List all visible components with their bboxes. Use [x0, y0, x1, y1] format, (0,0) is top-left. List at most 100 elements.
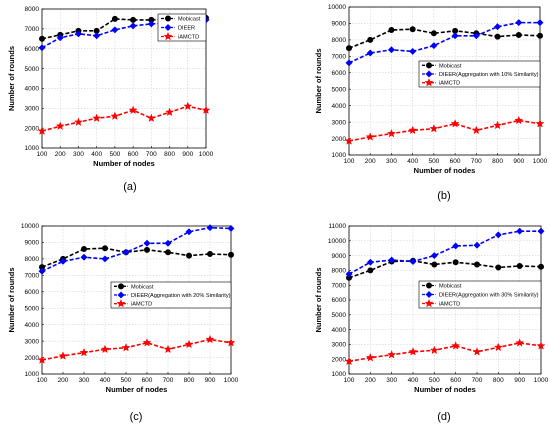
y-tick-label: 3000: [332, 342, 347, 349]
y-tick-label: 9000: [332, 253, 347, 260]
data-point: [74, 30, 82, 38]
x-axis-title: Number of nodes: [106, 385, 168, 394]
y-tick-label: 5000: [332, 86, 347, 93]
legend-marker: [425, 70, 433, 78]
x-tick-label: 300: [79, 377, 90, 384]
legend-entry: Mobicast: [439, 284, 462, 290]
legend-marker: [424, 298, 434, 308]
legend-entry: iAMCTD: [439, 81, 460, 87]
panel-caption: (c): [130, 411, 143, 423]
y-tick-label: 10000: [328, 4, 346, 11]
legend: Mobicast DIEER(Aggregation with 20% Simil…: [110, 281, 232, 309]
data-point: [494, 231, 502, 239]
data-point: [205, 334, 215, 344]
data-point: [493, 120, 503, 130]
data-point: [366, 49, 374, 57]
x-tick-label: 800: [184, 377, 195, 384]
legend-marker: [424, 77, 434, 87]
plot-frame: [41, 8, 207, 149]
x-axis-title: Number of nodes: [414, 385, 476, 394]
x-tick-label: 900: [182, 151, 193, 158]
data-point: [451, 341, 461, 350]
data-point: [101, 255, 109, 263]
data-point: [55, 121, 65, 130]
legend-marker: [165, 15, 171, 22]
data-point: [128, 105, 138, 115]
legend-entry: DIEER: [178, 26, 195, 32]
y-tick-label: 8000: [332, 268, 347, 275]
data-point: [92, 113, 102, 123]
y-tick-label: 1000: [25, 145, 40, 152]
y-tick-label: 2000: [332, 356, 347, 363]
data-point: [409, 26, 416, 33]
y-axis-title: Number of rounds: [314, 268, 323, 333]
data-point: [165, 107, 175, 117]
data-point: [515, 31, 522, 38]
data-point: [365, 132, 375, 141]
legend-marker: [426, 62, 432, 69]
series-line: [348, 230, 541, 275]
data-point: [38, 267, 46, 275]
series-line: [348, 342, 542, 363]
legend-entry: Mobicast: [178, 17, 201, 23]
legend-box: [418, 280, 542, 309]
legend-entry: iAMCTD: [439, 302, 460, 308]
x-tick-label: 300: [73, 151, 84, 158]
data-point: [143, 239, 151, 247]
x-tick-label: 1000: [534, 377, 549, 384]
x-tick-label: 200: [58, 377, 69, 384]
legend: Mobicast DIEER(Aggregation with 30% Simil…: [418, 280, 542, 309]
x-tick-label: 500: [121, 377, 132, 384]
data-point: [122, 248, 130, 256]
data-point: [452, 259, 459, 266]
legend-marker: [117, 291, 125, 299]
data-point: [408, 347, 418, 356]
data-point: [409, 257, 417, 266]
y-tick-label: 6000: [332, 297, 347, 304]
data-point: [344, 136, 354, 145]
y-tick-label: 5000: [25, 66, 40, 73]
chart-panel-4: 100 200 300 400 500 600 700 800 900 1000 1000 2000 3…: [314, 223, 549, 423]
series-star: [37, 101, 211, 135]
y-tick-label: 3000: [332, 119, 347, 126]
data-point: [430, 42, 438, 50]
y-axis-title: Number of rounds: [314, 49, 323, 114]
y-tick-label: 1000: [25, 371, 40, 378]
data-point: [536, 341, 546, 350]
x-tick-label: 100: [37, 151, 48, 158]
data-point: [450, 119, 460, 128]
x-tick-label: 300: [386, 377, 397, 384]
data-point: [144, 246, 150, 253]
data-point: [537, 227, 545, 235]
data-point: [494, 23, 502, 31]
data-point: [472, 32, 480, 40]
data-point: [79, 347, 89, 357]
data-point: [365, 353, 375, 362]
series-line: [41, 226, 232, 272]
x-tick-label: 500: [428, 158, 439, 165]
y-tick-label: 1000: [332, 152, 347, 159]
x-tick-label: 1000: [224, 377, 239, 384]
data-point: [452, 242, 460, 250]
y-tick-label: 5000: [25, 305, 40, 312]
x-tick-label: 700: [163, 377, 174, 384]
legend: Mobicast DIEER iAMCTD: [157, 13, 207, 42]
legend-entry: iAMCTD: [131, 302, 152, 308]
data-point: [387, 46, 395, 54]
data-point: [516, 262, 523, 269]
y-tick-label: 7000: [332, 282, 347, 289]
data-point: [56, 34, 64, 42]
x-tick-label: 1000: [533, 158, 548, 165]
y-tick-label: 6000: [25, 289, 40, 296]
data-point: [515, 19, 523, 27]
legend-marker: [426, 282, 432, 289]
y-tick-label: 8000: [332, 37, 347, 44]
x-tick-label: 400: [407, 158, 418, 165]
x-tick-label: 600: [450, 158, 461, 165]
data-point: [367, 36, 374, 43]
y-tick-label: 5000: [332, 312, 347, 319]
data-point: [429, 123, 439, 133]
series-line: [41, 338, 232, 361]
series-star: [344, 115, 545, 145]
